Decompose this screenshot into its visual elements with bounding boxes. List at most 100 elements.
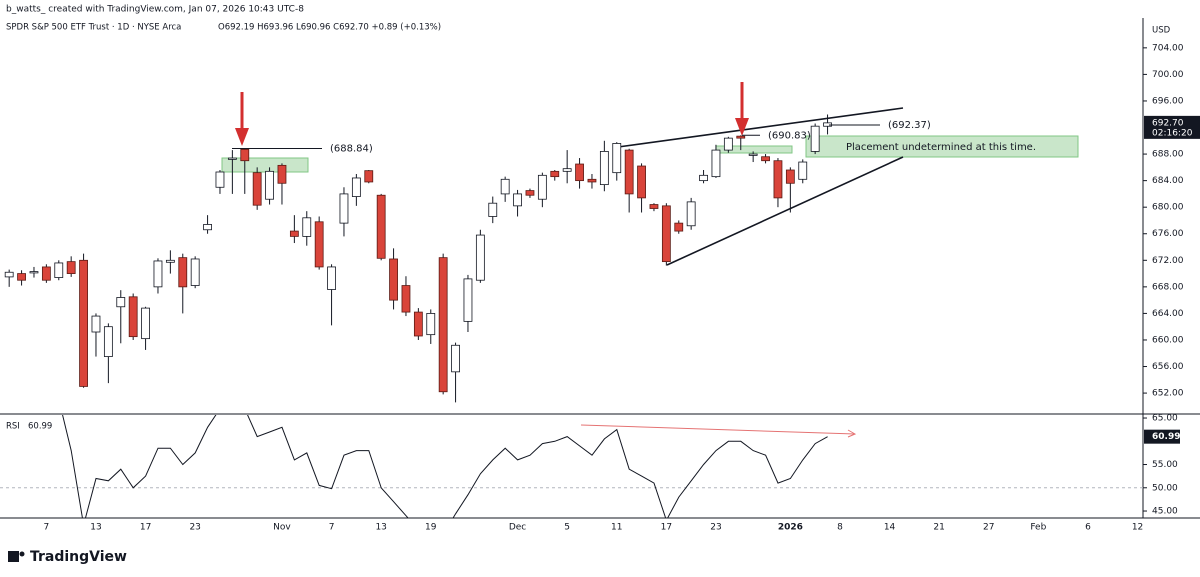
candle-body [376, 194, 386, 259]
y-tick-label: 55.00 [1152, 460, 1178, 470]
x-tick-label: 13 [90, 523, 101, 533]
note-box [805, 135, 1079, 158]
candle-body [587, 178, 597, 183]
candle-body [103, 326, 113, 357]
candle-body [661, 205, 671, 263]
candle-body [17, 273, 26, 281]
rsi-pane [0, 415, 1143, 518]
candle-body [674, 222, 684, 232]
y-tick-label: 680.00 [1152, 203, 1184, 213]
candle-body [314, 221, 324, 268]
ohlc-legend: O692.19 H693.96 L690.96 C692.70 +0.89 (+… [218, 23, 441, 33]
candle-body [29, 271, 39, 274]
candle-body [513, 193, 522, 207]
candle-body [537, 174, 547, 200]
candle-body [463, 278, 473, 322]
x-tick-label: 27 [983, 523, 994, 533]
rsi-label: RSI [6, 422, 20, 432]
annotation-label: (688.84) [330, 143, 373, 154]
x-tick-label: 23 [189, 523, 200, 533]
candle-body [612, 143, 622, 174]
candle-body [401, 285, 411, 313]
price-pane: (688.84) (690.83) (692.37) [4, 114, 931, 403]
x-tick-label: 14 [884, 523, 896, 533]
y-tick-label: 664.00 [1152, 309, 1184, 319]
candle-body [736, 135, 746, 139]
x-tick-label: 7 [329, 523, 335, 533]
candle-body [637, 165, 646, 199]
candle-body [761, 156, 770, 162]
candle-body [240, 149, 250, 162]
candle-body [389, 258, 398, 301]
price-tag [1144, 115, 1200, 139]
price-tag-label: 692.70 [1152, 118, 1184, 128]
x-tick-label: Dec [509, 523, 526, 533]
candle-body [785, 169, 795, 184]
candle-body [66, 261, 76, 274]
candle-body [41, 266, 51, 281]
candle-body [128, 296, 138, 338]
currency: USD [1152, 26, 1171, 36]
candle-body [475, 234, 485, 281]
candle-body [649, 204, 659, 209]
candle-body [116, 297, 126, 308]
symbol-title: SPDR S&P 500 ETF Trust · 1D · NYSE Arca [6, 23, 181, 33]
candle-body [302, 217, 312, 237]
x-tick-label: 17 [140, 523, 151, 533]
candle-body [265, 170, 274, 200]
candle-body [550, 170, 560, 178]
candle-body [141, 307, 150, 340]
candle-body [351, 177, 361, 197]
x-tick-label: 23 [710, 523, 721, 533]
trendline [666, 156, 904, 266]
candle-body [488, 202, 498, 217]
divergence-arrow [580, 424, 857, 438]
x-tick-label: 13 [375, 523, 386, 533]
rsi-tag [1144, 429, 1180, 444]
x-tick-label: 19 [425, 523, 437, 533]
note: Placement undetermined at this time. [846, 142, 1036, 153]
y-tick-label: 704.00 [1152, 43, 1184, 53]
candle-body [79, 259, 88, 387]
x-tick-label: 12 [1132, 523, 1143, 533]
x-tick-label: 8 [837, 523, 843, 533]
candle-body [426, 313, 436, 336]
trendline [617, 107, 904, 148]
x-tick-label: 7 [44, 523, 50, 533]
logo [8, 551, 25, 562]
rsi-line [62, 415, 828, 518]
countdown: 02:16:20 [1152, 128, 1193, 138]
annotation-label: (690.83) [768, 130, 811, 141]
credit: b_watts_ created with TradingView.com, J… [6, 5, 304, 15]
candle-body [91, 315, 101, 333]
x-tick-label: 11 [611, 523, 622, 533]
arrow [735, 82, 749, 136]
candle-body [798, 161, 808, 180]
y-tick-label: 696.00 [1152, 96, 1184, 106]
x-tick-label: Feb [1030, 523, 1046, 533]
candle-body [203, 224, 212, 231]
y-tick-label: 45.00 [1152, 507, 1178, 517]
candle-body [699, 174, 708, 182]
axes: 652.00 656.00 660.00 664.00 668.00 672.00 676.… [44, 43, 1200, 533]
candle-body [190, 258, 200, 286]
candle-body [327, 266, 336, 290]
rsi-tag-label: 60.99 [1152, 432, 1180, 442]
brand: TradingView [30, 549, 127, 565]
y-tick-label: 672.00 [1152, 256, 1184, 266]
rsi-value: 60.99 [28, 422, 52, 432]
annotation-label: (692.37) [888, 120, 931, 131]
y-tick-label: 656.00 [1152, 362, 1184, 372]
candle-body [364, 170, 374, 183]
candle-body [711, 149, 721, 178]
candle-body [339, 193, 349, 224]
candle-body [723, 137, 733, 151]
candle-body [215, 171, 225, 188]
candle-body [413, 311, 423, 337]
zone [221, 157, 309, 173]
x-tick-label: 21 [933, 523, 944, 533]
candle-body [562, 168, 572, 172]
x-tick-label: 2026 [778, 523, 803, 533]
candle-body [438, 257, 448, 393]
